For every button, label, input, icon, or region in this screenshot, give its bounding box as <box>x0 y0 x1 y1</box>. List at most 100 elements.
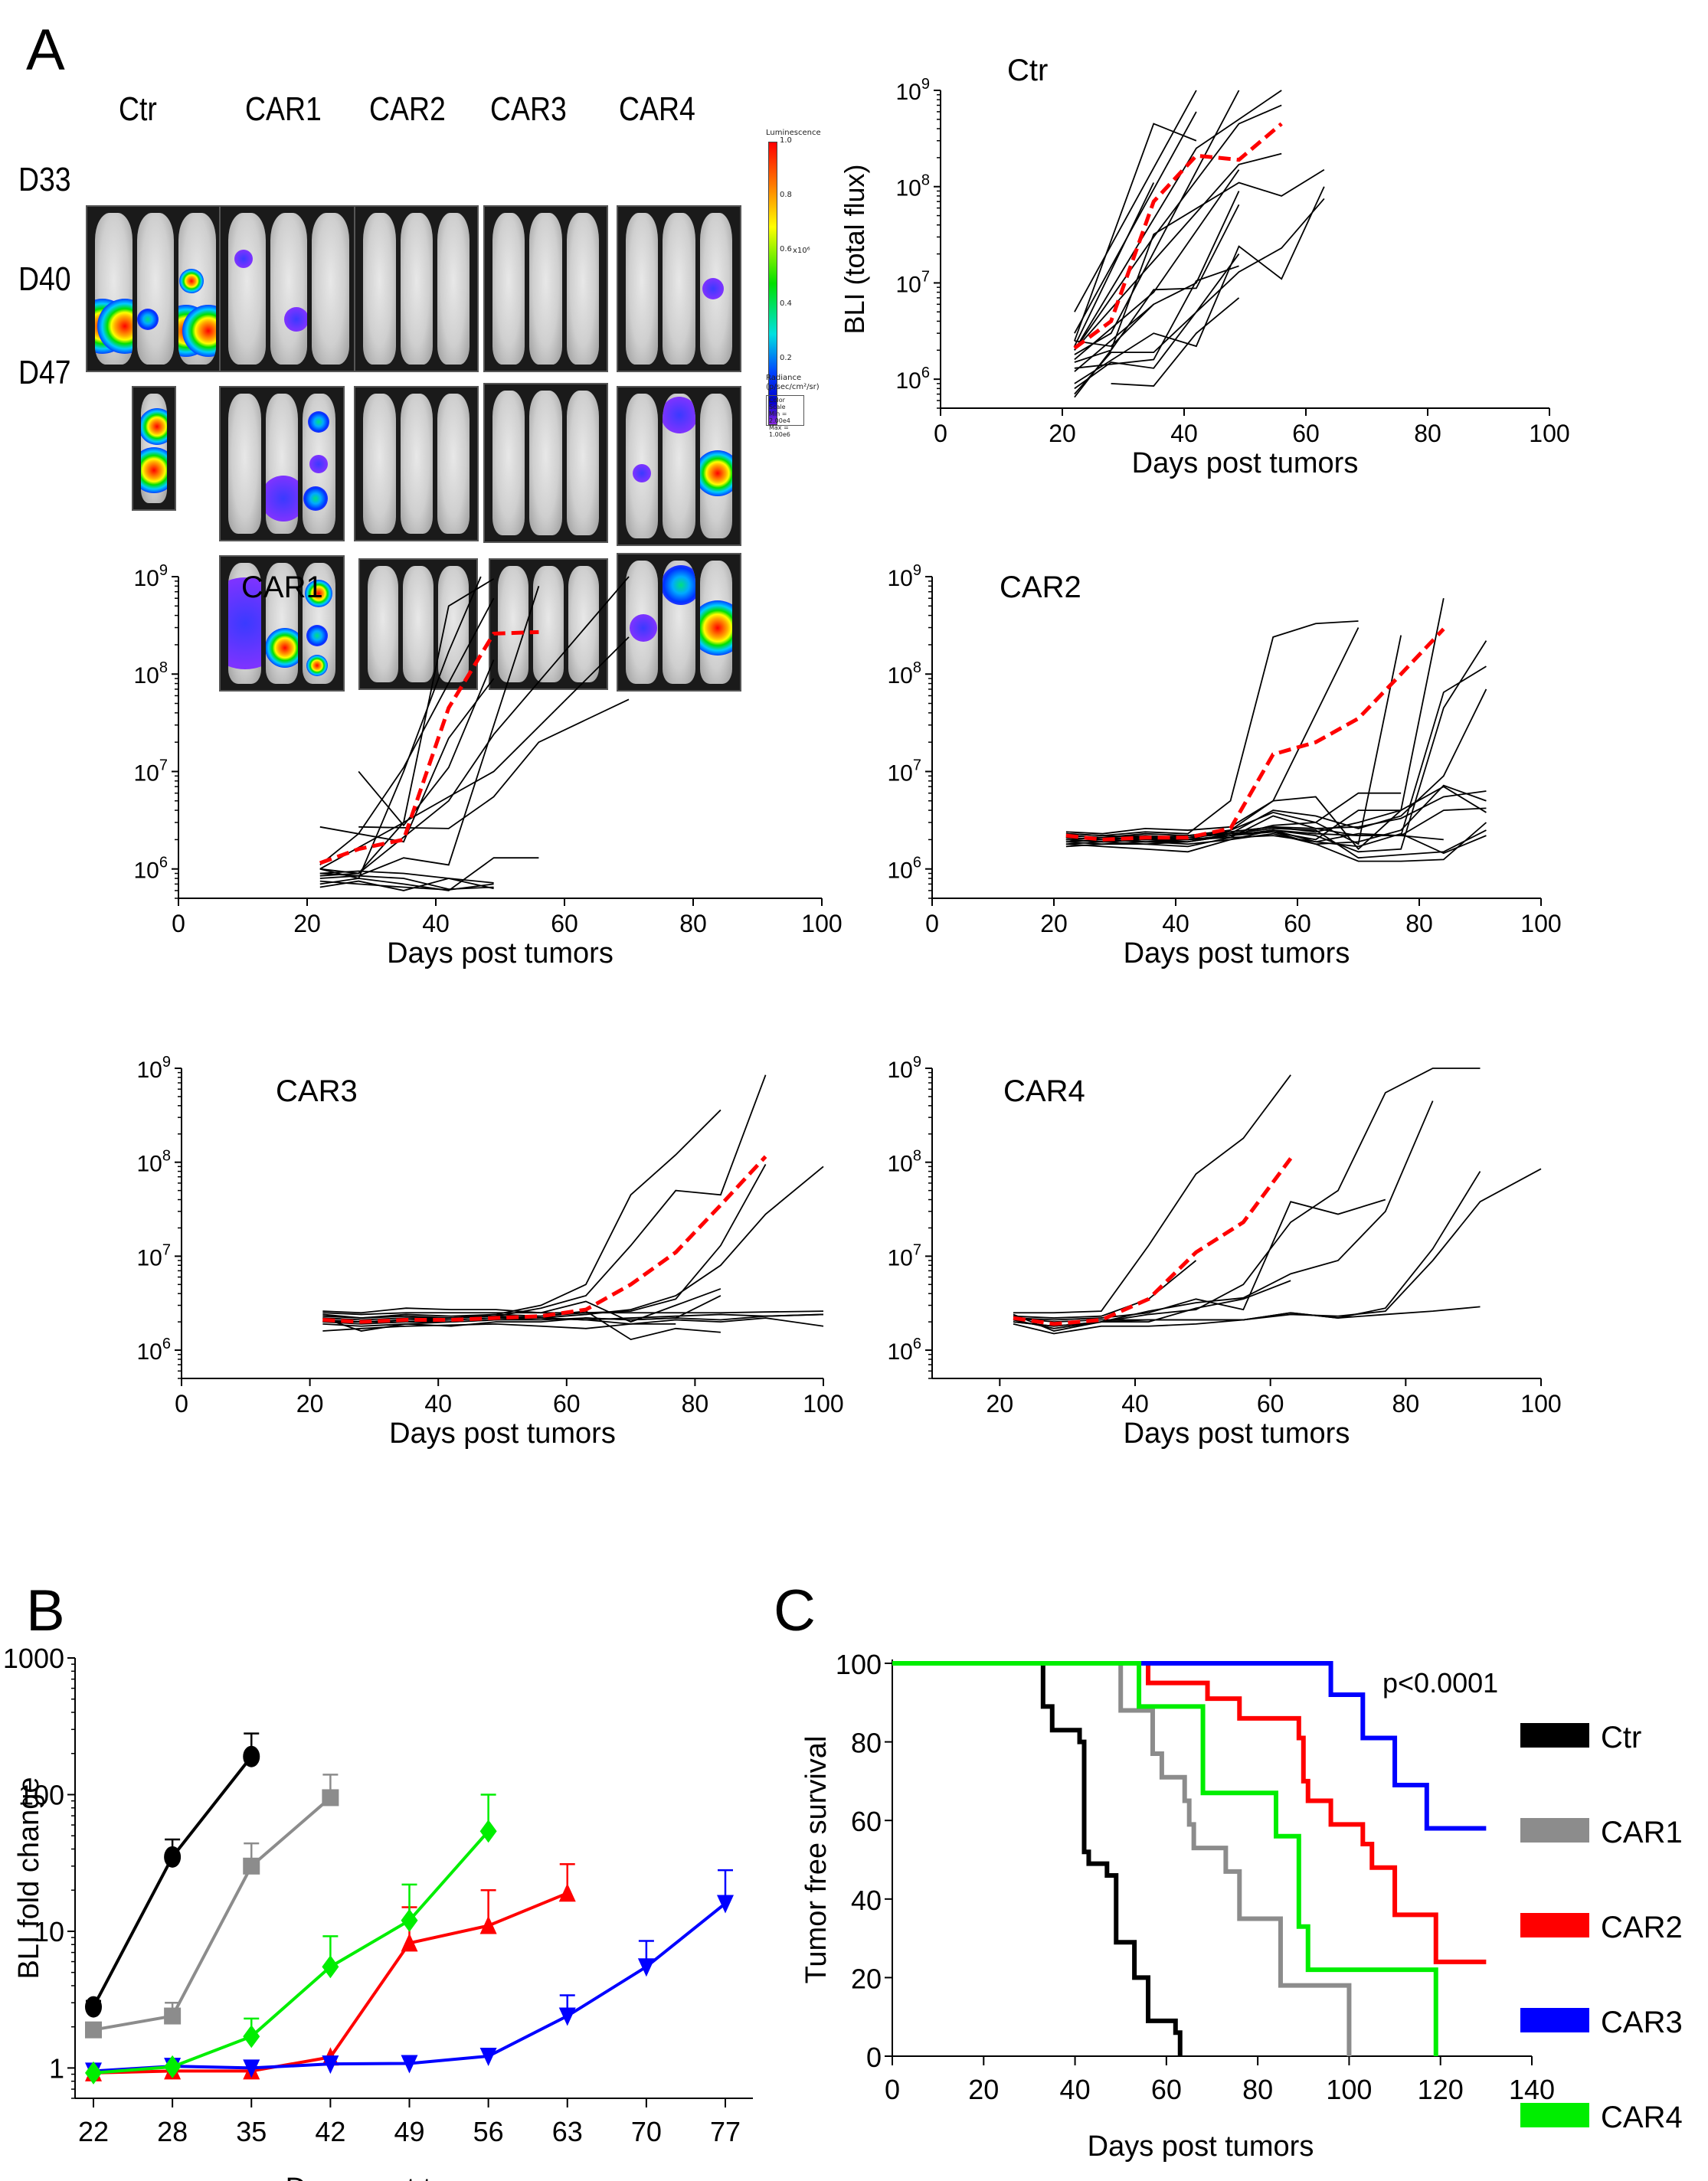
chart-car4: 106 107 108 109 20 40 60 80 100 Days post tumors C… <box>888 1054 1562 1450</box>
x-tick-label: 40 <box>424 1390 452 1417</box>
x-axis-label: Days post tumors <box>286 2173 512 2181</box>
series-car4 <box>85 1794 497 2085</box>
individual-mouse-line <box>1065 640 1487 853</box>
chart-title: CAR4 <box>1003 1074 1085 1108</box>
x-tick-label: 80 <box>1392 1390 1420 1417</box>
x-tick-label: 0 <box>885 2074 900 2105</box>
x-tick-label: 20 <box>968 2074 999 2105</box>
individual-mouse-line <box>1013 1068 1481 1329</box>
bioluminescence-signal <box>630 614 658 643</box>
individual-mouse-line <box>1074 90 1282 351</box>
bioluminescence-signal <box>179 269 205 294</box>
x-tick-label: 63 <box>552 2116 583 2147</box>
x-axis-label: Days post tumors <box>387 937 614 970</box>
mouse-image <box>566 213 600 365</box>
mouse-image <box>568 565 600 683</box>
y-tick-label: 107 <box>888 1241 922 1270</box>
mouse-image <box>400 213 434 365</box>
bioluminescence-signal <box>702 278 724 300</box>
mouse-image <box>625 560 659 684</box>
individual-mouse-line <box>319 636 630 877</box>
mouse-image <box>699 213 733 365</box>
bli-image-tile <box>354 386 479 542</box>
img-row-d33: D33 <box>18 161 71 198</box>
bioluminescence-signal <box>308 410 330 433</box>
y-tick-exponent: 9 <box>162 1054 171 1071</box>
bioluminescence-signal <box>305 579 333 607</box>
individual-mouse-line <box>319 678 495 843</box>
x-tick-label: 100 <box>1326 2074 1372 2105</box>
bioluminescence-signal <box>141 407 168 445</box>
chart-title: Ctr <box>1007 54 1048 87</box>
y-axis-label: BLI fold change <box>13 1777 45 1979</box>
individual-mouse-line <box>1111 297 1240 387</box>
data-point-triangle-down <box>401 2055 418 2074</box>
colorbar-tick: 0.4 <box>780 299 792 308</box>
mouse-image <box>228 213 266 365</box>
y-tick-label: 107 <box>137 1241 172 1270</box>
y-tick-exponent: 9 <box>913 562 921 579</box>
data-point-diamond <box>479 1820 497 1843</box>
individual-mouse-line <box>319 586 540 877</box>
bioluminescence-signal <box>137 308 159 330</box>
x-axis-label: Days post tumors <box>1124 1417 1350 1450</box>
legend-swatch-car1 <box>1520 1818 1589 1843</box>
y-tick-label: 10 <box>34 1916 64 1947</box>
data-point-square <box>85 2021 102 2039</box>
x-tick-label: 100 <box>1520 910 1561 937</box>
mouse-image <box>492 213 525 365</box>
y-tick-label: 108 <box>134 659 169 688</box>
x-tick-label: 0 <box>925 910 939 937</box>
individual-mouse-line <box>1074 90 1240 355</box>
bioluminescence-signal <box>663 397 695 434</box>
p-value-annotation: p<0.0001 <box>1382 1667 1498 1699</box>
y-tick-exponent: 8 <box>159 659 168 676</box>
img-row-d47: D47 <box>18 354 71 391</box>
y-tick-label: 109 <box>134 562 169 591</box>
individual-mouse-line <box>358 698 630 829</box>
data-point-triangle-up <box>558 1883 576 1902</box>
panel-label-a: A <box>26 18 65 83</box>
data-point-diamond <box>164 2055 182 2078</box>
bioluminescence-signal <box>234 249 253 268</box>
individual-mouse-line <box>322 1317 824 1332</box>
individual-mouse-line <box>1013 1306 1481 1323</box>
y-tick-exponent: 6 <box>162 1336 171 1352</box>
colorbar-tick: 0.6 <box>780 245 792 253</box>
individual-mouse-line <box>1013 1280 1291 1332</box>
individual-mouse-line <box>319 878 494 891</box>
x-tick-label: 100 <box>1520 1390 1561 1417</box>
individual-mouse-line <box>1065 829 1487 855</box>
colorbar-tick: 0.2 <box>780 354 792 362</box>
series-line <box>93 1892 568 2075</box>
mean-line <box>1013 1157 1293 1326</box>
series-line <box>93 1829 490 2075</box>
x-tick-label: 60 <box>1284 910 1311 937</box>
colorbar-tick: 1.0 <box>780 136 792 145</box>
x-tick-label: 28 <box>157 2116 188 2147</box>
data-point-triangle-up <box>479 1915 497 1934</box>
y-tick-label: 108 <box>137 1148 172 1177</box>
legend-swatch-ctr <box>1520 1723 1589 1748</box>
y-tick-label: 106 <box>896 365 931 394</box>
data-point-triangle-down <box>637 1958 655 1977</box>
x-tick-label: 20 <box>987 1390 1014 1417</box>
x-tick-label: 40 <box>1121 1390 1149 1417</box>
individual-mouse-line <box>1013 1168 1542 1327</box>
y-tick-label: 109 <box>888 562 922 591</box>
colorbar-tick: 0.8 <box>780 191 792 199</box>
mouse-image <box>363 213 396 365</box>
mouse-image <box>228 394 261 535</box>
y-tick-exponent: 7 <box>913 757 921 773</box>
colorbar-scale-box: Color Scale Min = 2.00e4 Max = 1.00e6 <box>766 395 804 438</box>
legend-label-ctr: Ctr <box>1601 1721 1641 1754</box>
series-line <box>92 1755 253 2008</box>
colorbar-unit-line2: (p/sec/cm²/sr) <box>766 383 820 391</box>
y-tick-exponent: 7 <box>921 268 930 285</box>
colorbar-scale-min: Min = 2.00e4 <box>769 410 790 424</box>
y-tick-label: 100 <box>18 1779 64 1810</box>
y-tick-label: 106 <box>888 855 922 884</box>
individual-mouse-line <box>319 578 495 870</box>
series-car1 <box>85 1774 339 2039</box>
legend-swatch-car4 <box>1520 2103 1589 2127</box>
